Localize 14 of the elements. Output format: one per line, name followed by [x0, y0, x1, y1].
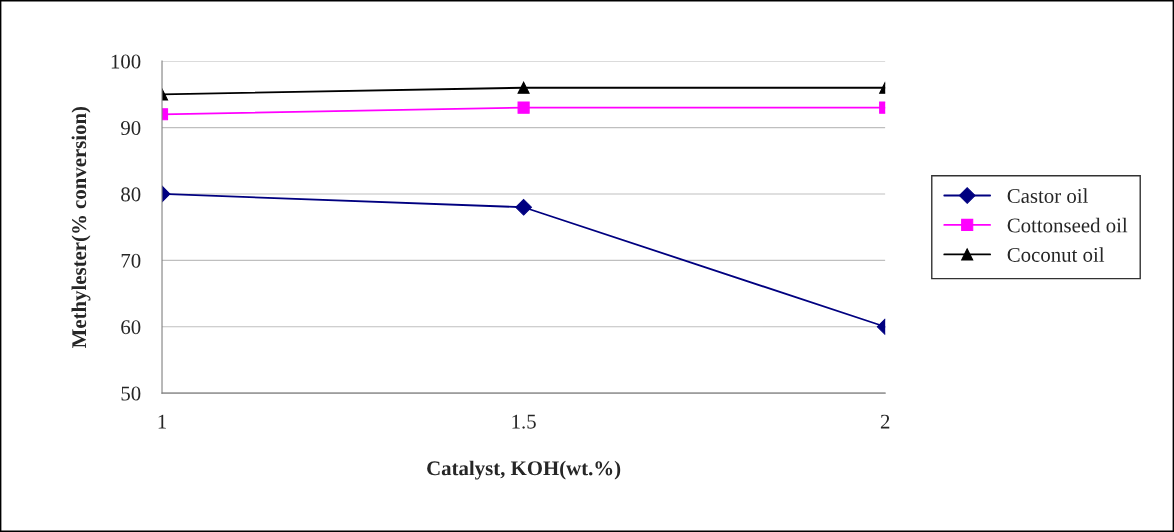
- legend-label: Cottonseed oil: [1007, 217, 1128, 233]
- y-tick-label: 90: [121, 120, 141, 136]
- x-tick-label: 1: [158, 414, 166, 429]
- y-axis-title: Methylester(% conversion): [71, 106, 91, 349]
- y-tick-label: 80: [121, 187, 141, 202]
- y-tick-label: 70: [121, 253, 141, 268]
- legend-label: Coconut oil: [1007, 247, 1105, 262]
- x-tick-label: 2: [880, 414, 890, 429]
- y-tick-label: 60: [121, 320, 141, 335]
- y-tick-label: 100: [111, 54, 141, 69]
- legend-label: Castor oil: [1007, 188, 1088, 204]
- y-tick-label: 50: [121, 386, 141, 401]
- x-axis-title: Catalyst, KOH(wt.%): [427, 460, 621, 480]
- x-tick-label: 1.5: [512, 414, 536, 429]
